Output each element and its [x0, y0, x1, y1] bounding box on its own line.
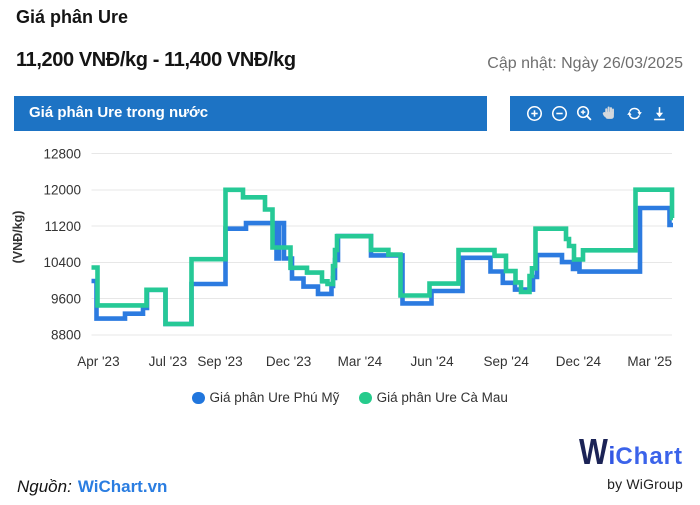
svg-text:9600: 9600 [51, 291, 81, 306]
svg-text:(VNĐ/kg): (VNĐ/kg) [11, 211, 25, 264]
svg-text:10400: 10400 [43, 255, 81, 270]
svg-text:Sep '23: Sep '23 [197, 354, 242, 369]
svg-text:Jul '23: Jul '23 [149, 354, 188, 369]
svg-text:Dec '23: Dec '23 [266, 354, 311, 369]
svg-text:Apr '23: Apr '23 [77, 354, 119, 369]
svg-text:12800: 12800 [43, 146, 81, 161]
svg-text:Mar '25: Mar '25 [627, 354, 672, 369]
svg-text:Sep '24: Sep '24 [484, 354, 530, 369]
svg-text:Mar '24: Mar '24 [338, 354, 383, 369]
svg-text:11200: 11200 [44, 219, 81, 234]
svg-text:8800: 8800 [51, 328, 81, 343]
svg-text:Jun '24: Jun '24 [411, 354, 455, 369]
svg-text:12000: 12000 [43, 183, 81, 198]
svg-text:Dec '24: Dec '24 [556, 354, 602, 369]
